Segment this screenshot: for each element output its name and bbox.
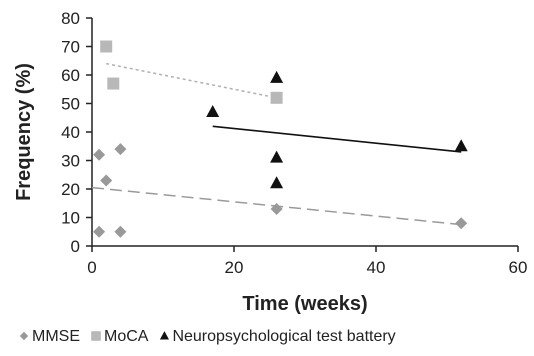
legend-marker-triangle <box>159 331 170 340</box>
legend-label: MoCA <box>104 328 149 345</box>
y-tick-label: 50 <box>61 95 80 114</box>
data-point-diamond <box>114 143 127 156</box>
y-tick-label: 80 <box>61 9 80 28</box>
data-point-square <box>100 40 113 53</box>
y-tick-label: 70 <box>61 38 80 57</box>
y-tick-label: 30 <box>61 152 80 171</box>
data-point-triangle <box>270 70 284 83</box>
x-tick-label: 60 <box>509 258 528 277</box>
x-tick-label: 20 <box>225 258 244 277</box>
y-tick-label: 10 <box>61 209 80 228</box>
data-point-triangle <box>206 105 220 118</box>
data-point-triangle <box>454 139 468 152</box>
y-ticks: 0 10 20 30 40 50 60 70 80 <box>61 9 92 256</box>
trend-line-square <box>106 62 277 99</box>
data-point-diamond <box>93 225 106 238</box>
data-point-diamond <box>100 174 113 187</box>
legend: MMSE MoCA Neuropsychological test battery <box>19 328 396 345</box>
data-point-square <box>270 91 283 104</box>
x-tick-label: 40 <box>367 258 386 277</box>
x-ticks: 0 20 40 60 <box>87 246 527 277</box>
x-axis-title: Time (weeks) <box>242 293 367 315</box>
axes <box>91 18 518 247</box>
data-points <box>93 40 468 238</box>
legend-marker-square <box>91 331 101 341</box>
data-point-triangle <box>270 150 284 163</box>
y-tick-label: 40 <box>61 123 80 142</box>
legend-entry: MMSE <box>19 328 80 345</box>
x-tick-label: 0 <box>87 258 96 277</box>
trend-line-triangle <box>212 125 462 153</box>
data-point-diamond <box>270 202 283 215</box>
data-point-diamond <box>93 148 106 161</box>
y-tick-label: 0 <box>71 237 80 256</box>
legend-label: Neuropsychological test battery <box>172 328 395 345</box>
data-point-diamond <box>114 225 127 238</box>
y-axis-title: Frequency (%) <box>13 63 35 201</box>
data-point-square <box>107 77 120 90</box>
y-tick-label: 20 <box>61 180 80 199</box>
legend-entry: MoCA <box>91 328 149 345</box>
data-point-diamond <box>455 217 468 230</box>
y-tick-label: 60 <box>61 66 80 85</box>
legend-marker-diamond <box>19 331 29 341</box>
legend-entry: Neuropsychological test battery <box>159 328 396 345</box>
trend-lines <box>91 62 462 226</box>
data-point-triangle <box>270 176 284 189</box>
legend-label: MMSE <box>32 328 80 345</box>
